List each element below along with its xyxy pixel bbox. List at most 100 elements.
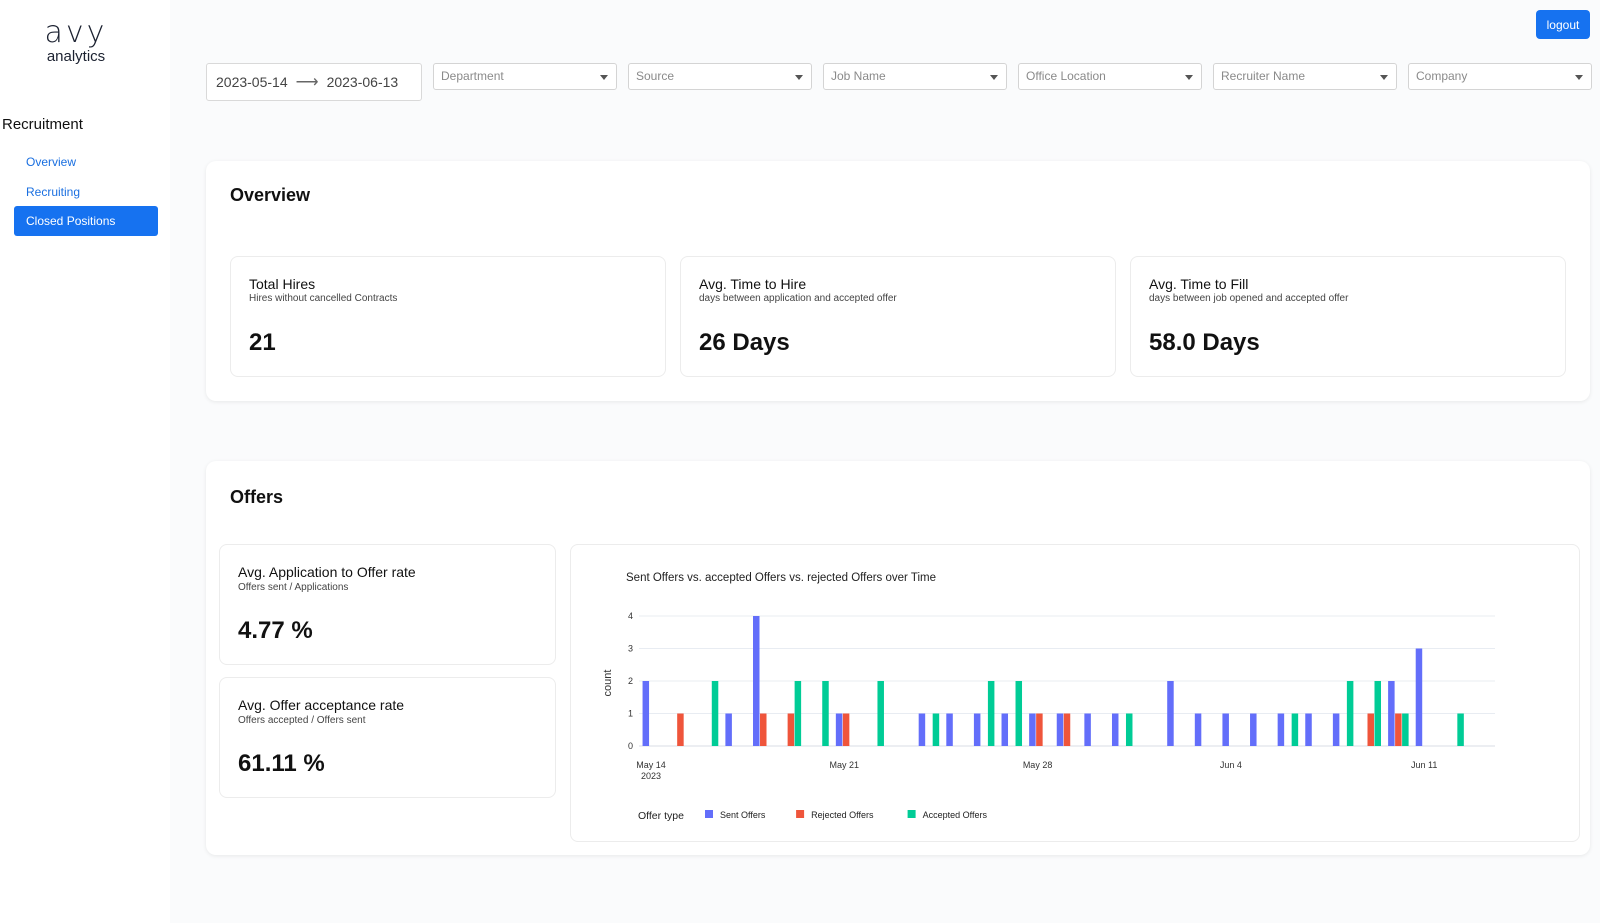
- bar-rejected[interactable]: [677, 713, 684, 747]
- bar-rejected[interactable]: [787, 713, 795, 747]
- arrow-right-icon: ⟶: [295, 74, 319, 91]
- x-tick-label: Jun 11: [1411, 760, 1437, 770]
- sidebar: avy analytics Recruitment Overview Recru…: [0, 0, 170, 923]
- kpi-subtitle: days between application and accepted of…: [699, 293, 897, 304]
- job-name-select[interactable]: Job Name: [823, 63, 1007, 90]
- overview-title: Overview: [230, 185, 311, 205]
- bar-rejected[interactable]: [1367, 713, 1374, 747]
- sidebar-item-recruiting[interactable]: Recruiting: [26, 185, 81, 199]
- bar-sent[interactable]: [1029, 713, 1036, 747]
- legend-swatch-accepted: [907, 810, 916, 818]
- y-tick-label: 3: [628, 644, 633, 654]
- logo-mark: avy: [44, 15, 108, 50]
- office-location-select[interactable]: Office Location: [1018, 63, 1202, 90]
- bar-accepted[interactable]: [1457, 713, 1464, 747]
- bar-accepted[interactable]: [987, 681, 995, 746]
- offers-title: Offers: [230, 487, 284, 507]
- sidebar-item-overview[interactable]: Overview: [26, 155, 77, 169]
- recruiter-name-placeholder: Recruiter Name: [1221, 69, 1306, 83]
- bar-sent[interactable]: [1056, 713, 1064, 747]
- legend-label-accepted[interactable]: Accepted Offers: [923, 810, 988, 820]
- source-select[interactable]: Source: [628, 63, 812, 90]
- bar-accepted[interactable]: [1402, 713, 1409, 747]
- caret-down-icon: [1380, 75, 1388, 80]
- y-tick-label: 4: [628, 611, 633, 621]
- bar-accepted[interactable]: [932, 713, 940, 747]
- bar-accepted[interactable]: [1125, 713, 1133, 747]
- bar-sent[interactable]: [918, 713, 926, 747]
- bar-sent[interactable]: [1388, 681, 1395, 746]
- kpi-value: 21: [249, 329, 276, 356]
- source-placeholder: Source: [636, 69, 675, 83]
- kpi-title: Avg. Offer acceptance rate: [238, 697, 405, 713]
- x-tick-label: May 21: [830, 760, 860, 770]
- office-location-placeholder: Office Location: [1026, 69, 1106, 83]
- nav-section-title: Recruitment: [2, 116, 83, 133]
- bar-accepted[interactable]: [822, 681, 829, 746]
- department-select[interactable]: Department: [433, 63, 617, 90]
- bar-accepted[interactable]: [794, 681, 802, 746]
- bar-rejected[interactable]: [1036, 713, 1043, 747]
- offers-chart: Sent Offers vs. accepted Offers vs. reje…: [602, 572, 1495, 822]
- bar-sent[interactable]: [1001, 713, 1009, 747]
- bar-sent[interactable]: [1250, 713, 1257, 747]
- kpi-value: 58.0 Days: [1149, 329, 1260, 356]
- bar-sent[interactable]: [642, 681, 650, 746]
- bar-rejected[interactable]: [1395, 713, 1402, 747]
- bar-sent[interactable]: [725, 713, 732, 747]
- date-end[interactable]: 2023-06-13: [326, 74, 399, 90]
- bar-accepted[interactable]: [1291, 713, 1299, 747]
- date-range-picker[interactable]: 2023-05-14 ⟶ 2023-06-13: [206, 63, 422, 101]
- kpi-title: Avg. Time to Fill: [1149, 276, 1249, 292]
- chart-title: Sent Offers vs. accepted Offers vs. reje…: [626, 572, 936, 584]
- bar-sent[interactable]: [1084, 713, 1091, 747]
- bar-accepted[interactable]: [1346, 681, 1354, 746]
- company-placeholder: Company: [1416, 69, 1468, 83]
- bar-accepted[interactable]: [877, 681, 884, 746]
- bar-rejected[interactable]: [760, 713, 767, 747]
- bar-accepted[interactable]: [1374, 681, 1381, 746]
- bar-sent[interactable]: [1277, 713, 1285, 747]
- department-placeholder: Department: [441, 69, 504, 83]
- kpi-title: Avg. Application to Offer rate: [238, 564, 416, 580]
- date-start[interactable]: 2023-05-14: [216, 74, 288, 90]
- overview-card: Overview Total Hires Hires without cance…: [206, 161, 1590, 401]
- bar-rejected[interactable]: [1063, 713, 1071, 747]
- bar-accepted[interactable]: [711, 681, 719, 746]
- y-tick-label: 0: [628, 741, 633, 751]
- recruiter-name-select[interactable]: Recruiter Name: [1213, 63, 1397, 90]
- bar-sent[interactable]: [753, 616, 760, 746]
- logout-button[interactable]: logout: [1536, 10, 1590, 39]
- y-tick-label: 1: [628, 709, 633, 719]
- kpi-subtitle: Hires without cancelled Contracts: [249, 293, 398, 304]
- caret-down-icon: [1185, 75, 1193, 80]
- legend-title: Offer type: [638, 810, 684, 822]
- x-tick-label: Jun 4: [1220, 760, 1242, 770]
- bar-sent[interactable]: [1305, 713, 1312, 747]
- x-tick-label: May 14: [636, 760, 666, 770]
- x-tick-label: May 28: [1023, 760, 1053, 770]
- logo[interactable]: avy analytics: [36, 15, 116, 66]
- bar-rejected[interactable]: [842, 713, 850, 747]
- y-axis-label: count: [602, 670, 614, 697]
- kpi-subtitle: Offers accepted / Offers sent: [238, 715, 366, 726]
- offers-chart-panel: Sent Offers vs. accepted Offers vs. reje…: [570, 544, 1580, 842]
- kpi-total-hires: Total Hires Hires without cancelled Cont…: [230, 256, 666, 377]
- bar-sent[interactable]: [1415, 648, 1423, 747]
- company-select[interactable]: Company: [1408, 63, 1592, 90]
- sidebar-item-closed-positions[interactable]: Closed Positions: [14, 206, 158, 236]
- kpi-avg-time-to-fill: Avg. Time to Fill days between job opene…: [1130, 256, 1566, 377]
- bar-sent[interactable]: [1332, 713, 1340, 747]
- bar-sent[interactable]: [946, 713, 953, 747]
- bar-sent[interactable]: [1222, 713, 1229, 747]
- bar-sent[interactable]: [1167, 681, 1174, 746]
- bar-accepted[interactable]: [1015, 681, 1023, 746]
- bar-sent[interactable]: [973, 713, 981, 747]
- legend-label-rejected[interactable]: Rejected Offers: [811, 810, 874, 820]
- bar-sent[interactable]: [835, 713, 843, 747]
- bar-sent[interactable]: [1111, 713, 1119, 747]
- bar-sent[interactable]: [1194, 713, 1202, 747]
- caret-down-icon: [1575, 75, 1583, 80]
- legend-label-sent[interactable]: Sent Offers: [720, 810, 766, 820]
- kpi-title: Avg. Time to Hire: [699, 276, 807, 292]
